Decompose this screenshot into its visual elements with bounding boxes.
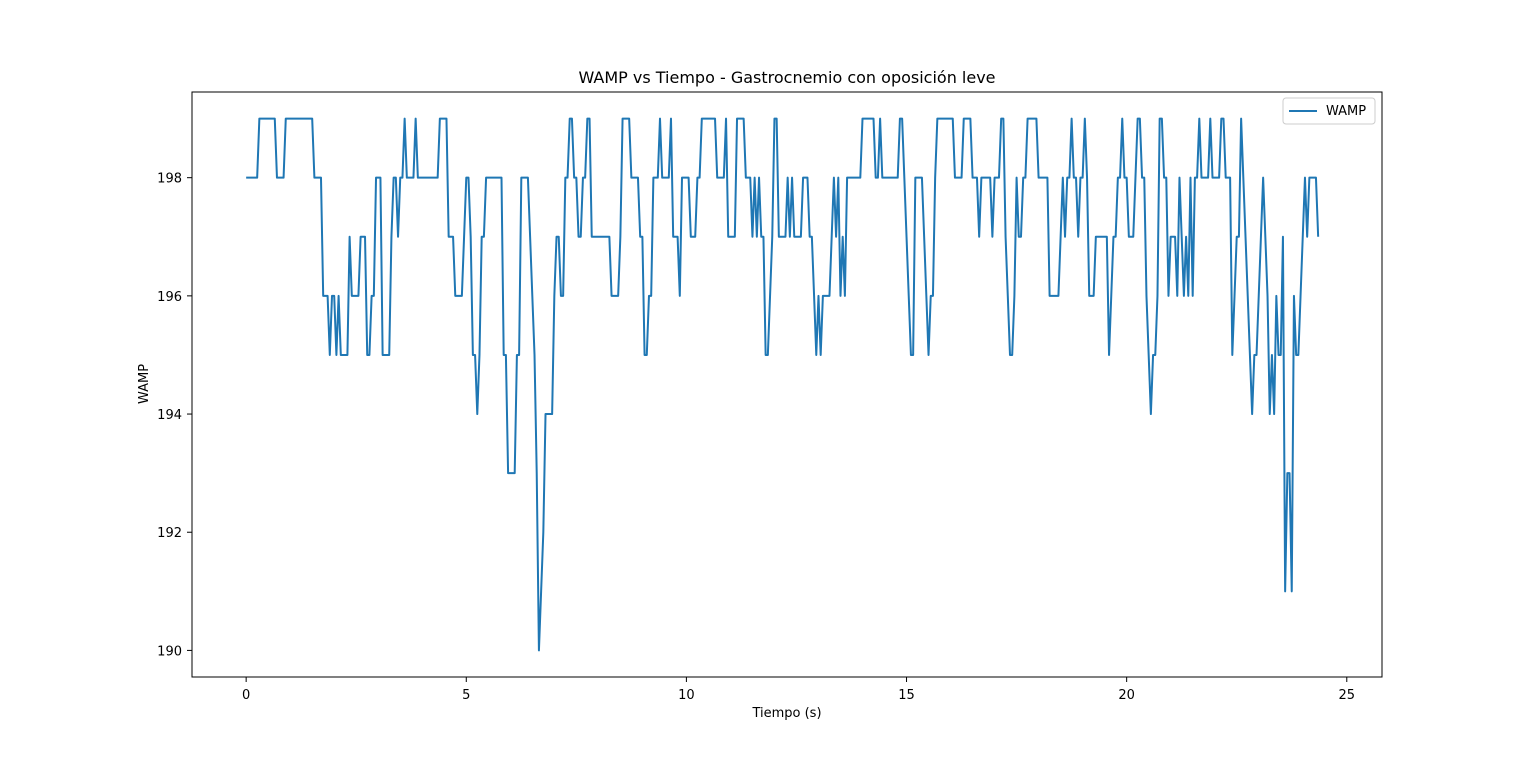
y-tick-label: 196 — [157, 290, 182, 305]
series-line-wamp — [246, 117, 1320, 652]
x-axis-ticks: 0 5 10 15 20 25 — [242, 677, 1355, 703]
y-tick-label: 194 — [157, 408, 182, 423]
legend-box — [1282, 97, 1376, 125]
y-tick-label: 192 — [157, 526, 182, 541]
x-tick-label: 15 — [898, 688, 915, 703]
y-tick-label: 198 — [157, 172, 182, 187]
x-tick-label: 10 — [678, 688, 695, 703]
y-axis-ticks: 190 192 194 196 198 — [157, 172, 192, 659]
x-tick-label: 25 — [1339, 688, 1356, 703]
plot-area — [191, 91, 1383, 678]
x-tick-label: 20 — [1118, 688, 1135, 703]
y-tick-label: 190 — [157, 644, 182, 659]
x-axis-label: Tiempo (s) — [751, 706, 821, 721]
legend: WAMP — [1282, 97, 1376, 125]
x-tick-label: 5 — [462, 688, 470, 703]
y-axis-label: WAMP — [137, 364, 152, 404]
plot-frame — [191, 91, 1383, 678]
series-layer — [246, 117, 1320, 652]
x-tick-label: 0 — [242, 688, 250, 703]
legend-entry-wamp: WAMP — [1326, 104, 1366, 119]
chart-title: WAMP vs Tiempo - Gastrocnemio con oposic… — [578, 68, 995, 87]
